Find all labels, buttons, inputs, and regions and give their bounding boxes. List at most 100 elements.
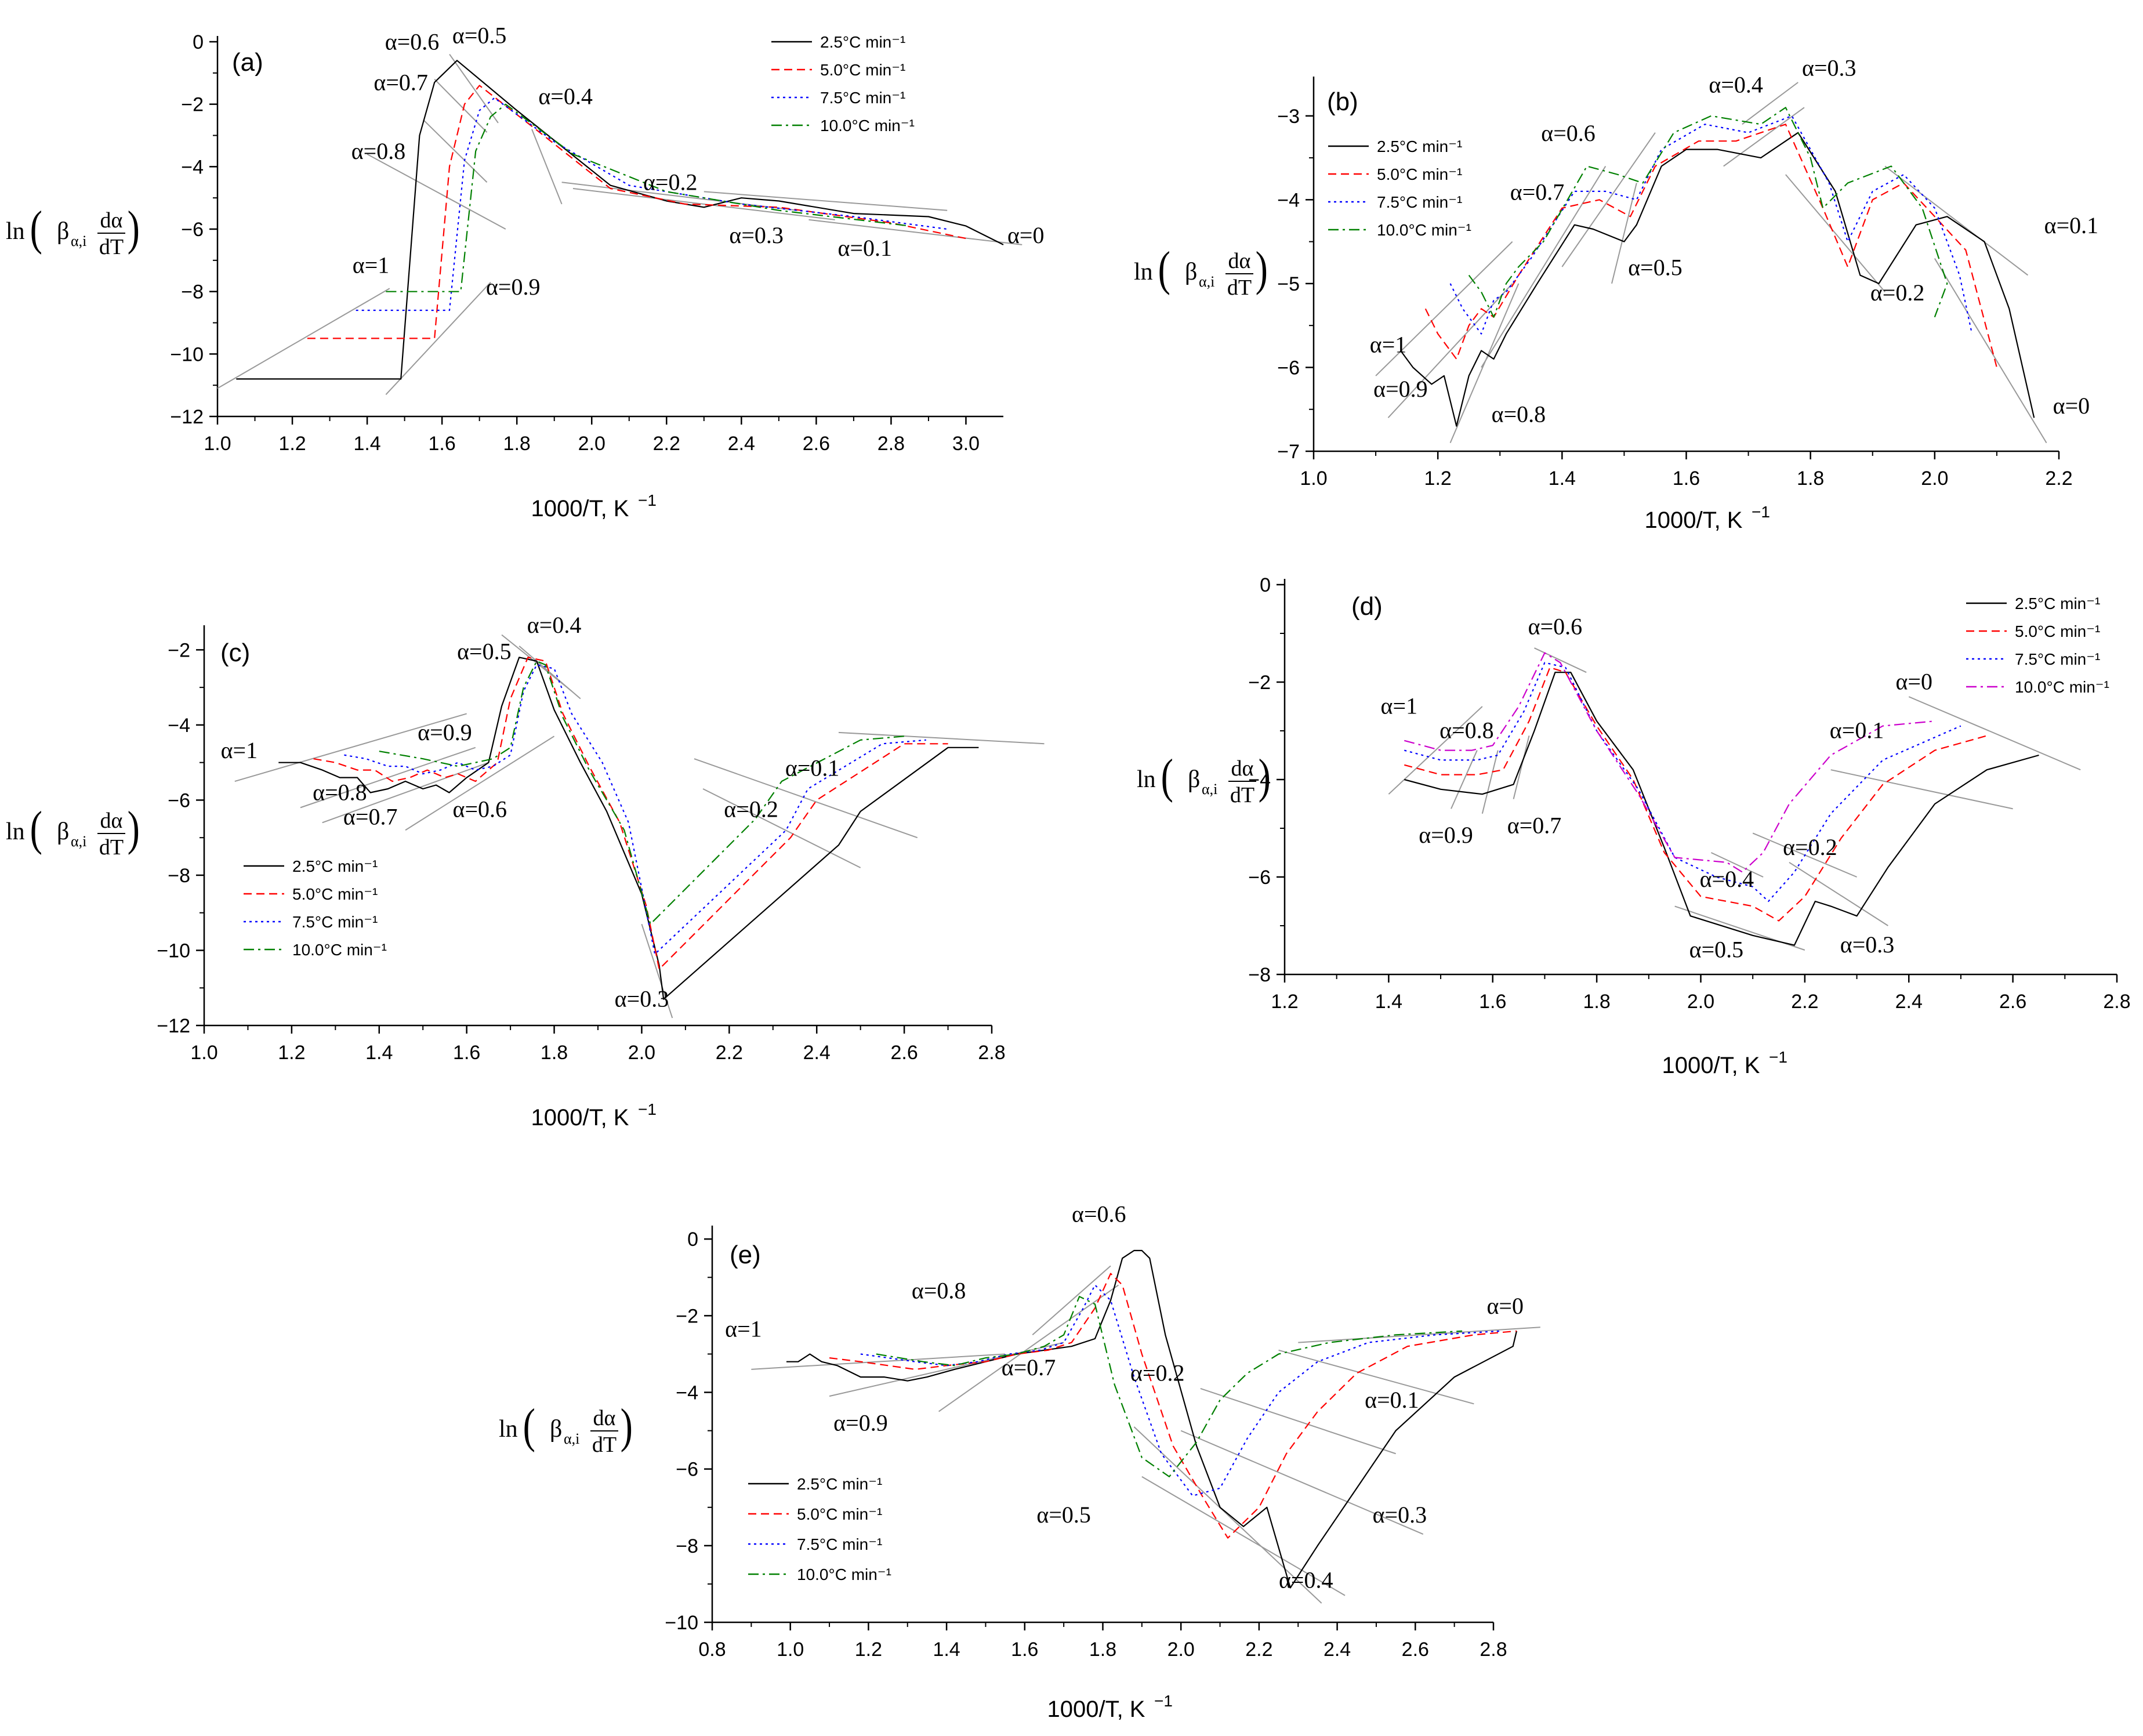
alpha-annotation: α=0.4 [1700, 866, 1754, 892]
x-tick-label: 1.4 [1549, 467, 1576, 490]
isoconversion-line [531, 129, 563, 205]
legend-entry: 5.0°C min⁻¹ [292, 885, 378, 903]
isoconversion-line [1180, 1430, 1424, 1535]
alpha-annotation: α=0.6 [1072, 1201, 1126, 1227]
isoconversion-line [1388, 706, 1483, 795]
series-line-1 [786, 1249, 1518, 1589]
alpha-annotation: α=0.2 [1783, 834, 1837, 860]
x-tick-label: 2.6 [1402, 1639, 1429, 1661]
alpha-annotation: α=1 [221, 737, 258, 763]
panel-label: (e) [730, 1241, 761, 1269]
x-tick-label: 2.4 [803, 1042, 831, 1064]
isoconversion-line [1742, 82, 1798, 125]
x-tick-label: 2.4 [728, 433, 755, 455]
chart-panel-c: 1.0 1.2 1.4 1.6 1.8 2.0 2.2 2.4 2.6 2.8 −2 −4 −6 −8 −1… [6, 612, 1045, 1130]
alpha-annotation: α=1 [1370, 331, 1407, 357]
alpha-annotation: α=0.6 [453, 796, 507, 822]
x-axis-label-superscript: −1 [638, 491, 657, 509]
legend-entry: 7.5°C min⁻¹ [820, 89, 905, 107]
legend-entry: 5.0°C min⁻¹ [1377, 165, 1462, 183]
x-tick-label: 1.2 [1424, 467, 1452, 490]
series-line-1 [278, 657, 979, 1000]
legend-entry: 7.5°C min⁻¹ [1377, 193, 1462, 211]
alpha-annotation: α=0.8 [1492, 401, 1546, 427]
legend-entry: 10.0°C min⁻¹ [1377, 221, 1471, 239]
y-label-paren-open: ( [30, 201, 42, 255]
x-tick-label: 1.4 [365, 1042, 393, 1064]
alpha-annotation: α=0.5 [1689, 937, 1744, 963]
legend-entry: 7.5°C min⁻¹ [292, 913, 378, 931]
isoconversion-line [1934, 258, 2047, 444]
y-label-paren-close: ) [1259, 749, 1271, 803]
x-tick-label: 2.2 [2045, 467, 2072, 490]
isoconversion-line [1830, 769, 2013, 810]
y-label-paren-open: ( [523, 1399, 535, 1453]
y-tick-label: −4 [1277, 189, 1300, 211]
x-tick-label: 1.6 [1479, 991, 1506, 1013]
isoconversion-line [641, 923, 673, 1019]
series-line-2 [313, 657, 948, 970]
x-tick-label: 2.8 [2103, 991, 2130, 1013]
y-label-denominator: dT [1230, 783, 1254, 807]
isoconversion-line [1278, 1349, 1474, 1405]
x-tick-label: 2.0 [1687, 991, 1714, 1013]
y-label-paren-open: ( [1161, 749, 1173, 803]
isoconversion-line [1534, 647, 1587, 673]
legend-entry: 5.0°C min⁻¹ [820, 61, 905, 79]
legend-entry: 10.0°C min⁻¹ [2015, 678, 2109, 696]
alpha-annotation: α=0.8 [912, 1278, 966, 1304]
series-line-3 [344, 664, 926, 955]
y-label-ln: ln [6, 818, 25, 845]
alpha-annotation: α=0.3 [615, 986, 669, 1012]
isoconversion-line [322, 762, 489, 824]
y-label-denominator: dT [99, 835, 124, 860]
x-tick-label: 1.0 [1300, 467, 1327, 490]
y-tick-label: −12 [157, 1015, 190, 1037]
y-tick-label: −8 [676, 1535, 698, 1557]
y-label-ln: ln [1137, 766, 1156, 793]
y-tick-label: −6 [168, 789, 190, 811]
x-tick-label: 1.2 [278, 1042, 305, 1064]
alpha-annotation: α=0.7 [1507, 812, 1562, 838]
chart-panel-d: 1.2 1.4 1.6 1.8 2.0 2.2 2.4 2.6 2.8 0 −2 −4 −6 −8 α=0.… [1137, 574, 2131, 1078]
y-tick-label: −4 [168, 715, 190, 737]
alpha-annotation: α=0.3 [1840, 932, 1895, 958]
x-axis-label-superscript: −1 [1752, 503, 1770, 521]
x-tick-label: 1.6 [453, 1042, 480, 1064]
isoconversion-line [1451, 750, 1478, 809]
legend-entry: 2.5°C min⁻¹ [820, 33, 905, 51]
alpha-annotation: α=0.2 [724, 796, 778, 822]
x-axis-label: 1000/T, K [531, 1105, 629, 1130]
isoconversion-line [572, 188, 835, 220]
alpha-annotation: α=0.1 [1830, 717, 1884, 744]
x-tick-label: 1.8 [1797, 467, 1824, 490]
x-axis-label: 1000/T, K [1047, 1697, 1145, 1722]
isoconversion-line [1884, 165, 2029, 276]
legend-entry: 5.0°C min⁻¹ [2015, 622, 2100, 640]
series-line-4 [1404, 652, 1935, 873]
y-label-numerator: dα [1231, 756, 1254, 781]
isoconversion-line [751, 1353, 1006, 1370]
isoconversion-line [423, 119, 488, 183]
y-tick-label: −4 [181, 156, 204, 178]
isoconversion-line [838, 731, 1045, 745]
y-tick-label: 0 [1260, 574, 1271, 596]
legend-entry: 2.5°C min⁻¹ [1377, 137, 1462, 155]
alpha-annotation: α=0 [1486, 1293, 1524, 1319]
y-label-numerator: dα [1228, 249, 1251, 273]
y-tick-label: −4 [676, 1382, 698, 1404]
y-label-denominator: dT [99, 235, 124, 259]
alpha-annotation: α=0.8 [313, 779, 367, 805]
y-label-paren-close: ) [128, 802, 140, 856]
isoconversion-line [1513, 735, 1530, 799]
alpha-annotation: α=0.7 [1002, 1354, 1056, 1380]
y-tick-label: −4 [1248, 769, 1271, 791]
alpha-annotation: α=0.6 [385, 28, 440, 55]
x-tick-label: 2.2 [653, 433, 680, 455]
x-tick-label: 1.2 [855, 1639, 882, 1661]
alpha-annotation: α=0.4 [527, 612, 582, 638]
y-label-paren-close: ) [1256, 242, 1268, 296]
